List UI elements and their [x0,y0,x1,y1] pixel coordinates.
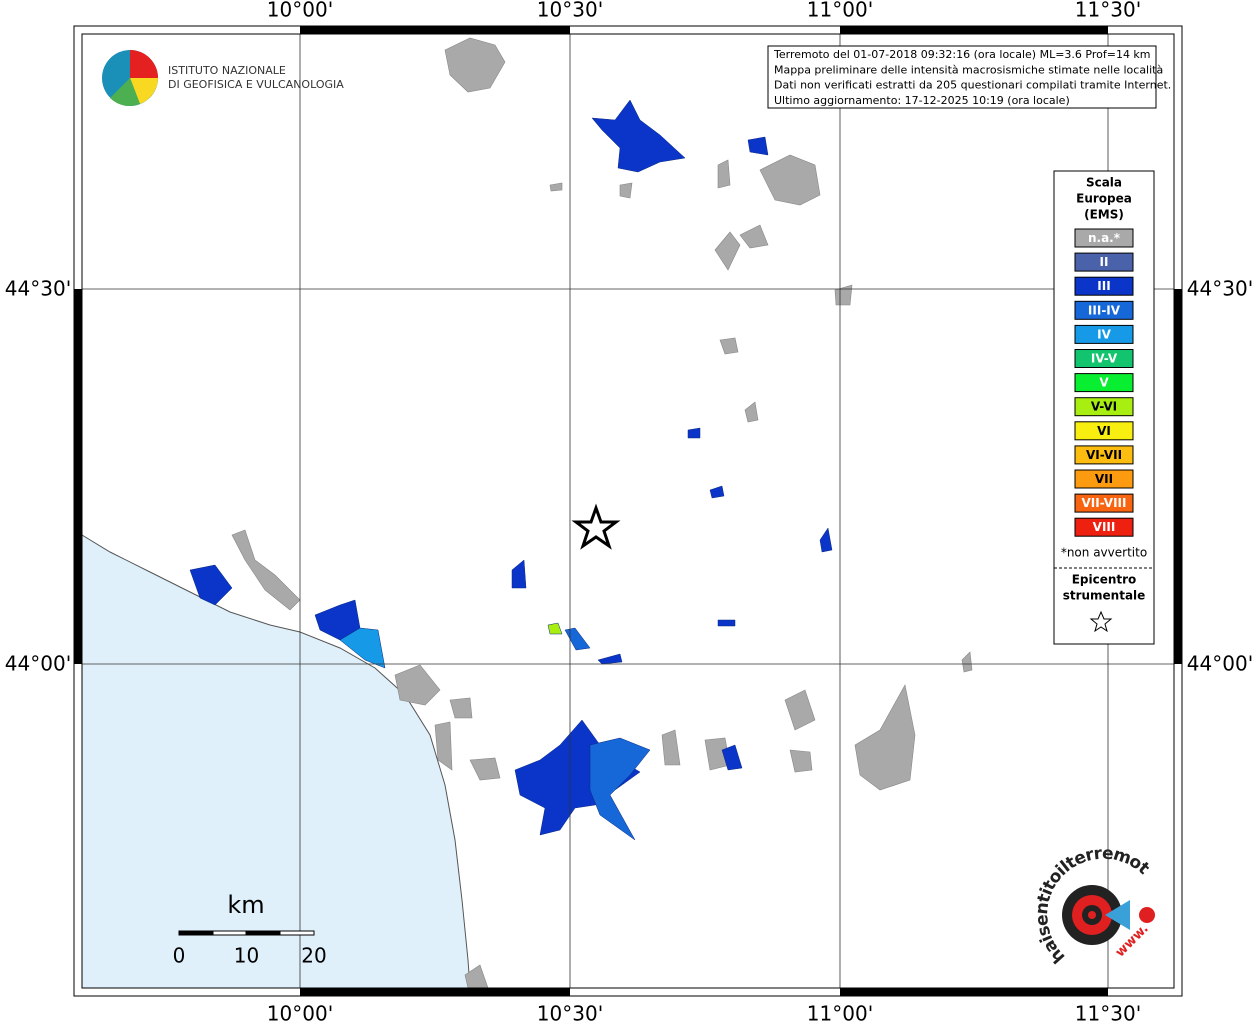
longitude-label: 11°00' [807,1002,873,1024]
latitude-label: 44°30' [5,277,71,301]
legend-swatch [1074,276,1134,296]
legend-label: V-VI [1091,400,1117,414]
epicenter-star [571,503,621,550]
legend-label: VII-VIII [1081,496,1126,510]
unaffected-areas [231,37,973,989]
legend-swatch [1074,252,1134,272]
legend-swatch [1074,228,1134,248]
legend-swatch [1074,493,1134,513]
scale-unit: km [227,891,264,919]
legend-swatch [1074,421,1134,441]
legend-label: III [1097,279,1110,293]
logo-line: DI GEOFISICA E VULCANOLOGIA [168,78,344,91]
info-line: Terremoto del 01-07-2018 09:32:16 (ora l… [773,48,1151,61]
legend-swatch [1074,373,1134,393]
sea [81,534,471,989]
legend-title: Europea [1076,192,1132,206]
scale-tick-label: 0 [173,944,186,968]
legend-label: n.a.* [1088,231,1121,245]
legend-title: Scala [1086,176,1122,190]
legend-swatch [1074,445,1134,465]
legend-label: VI-VII [1086,448,1122,462]
legend-note: *non avvertito [1061,546,1147,560]
legend-swatch [1074,324,1134,344]
legend-label: II [1100,255,1109,269]
info-line: Dati non verificati estratti da 205 ques… [774,79,1171,92]
longitude-label: 11°30' [1075,0,1141,22]
info-line: Mappa preliminare delle intensità macros… [774,63,1163,76]
legend-epicenter: strumentale [1063,589,1146,603]
legend-swatch [1074,469,1134,489]
scale-tick-label: 10 [234,944,259,968]
longitude-label: 10°30' [537,1002,603,1024]
legend-label: VI [1097,424,1111,438]
scale-tick-label: 20 [301,944,326,968]
ingv-logo [102,50,158,107]
legend-swatch [1074,300,1134,320]
legend-label: VIII [1093,520,1116,534]
longitude-label: 11°00' [807,0,873,22]
latitude-label: 44°30' [1187,277,1253,301]
legend-swatch [1074,517,1134,537]
legend-label: IV-V [1091,352,1118,366]
legend-label: V [1099,376,1109,390]
longitude-label: 11°30' [1075,1002,1141,1024]
felt-areas [189,99,833,841]
legend-label: III-IV [1088,303,1121,317]
legend-star [1089,610,1113,633]
latitude-label: 44°00' [5,652,71,676]
latitude-label: 44°00' [1187,652,1253,676]
longitude-label: 10°00' [267,1002,333,1024]
longitude-label: 10°30' [537,0,603,22]
legend-epicenter: Epicentro [1072,573,1137,587]
info-box [767,45,1157,109]
longitude-label: 10°00' [267,0,333,22]
legend-swatch [1074,349,1134,368]
frame [73,25,1183,997]
legend-title: (EMS) [1084,208,1124,222]
logo-line: ISTITUTO NAZIONALE [168,64,286,77]
legend-label: IV [1097,327,1111,341]
info-line: Ultimo aggiornamento: 17-12-2025 10:19 (… [774,94,1070,107]
legend-swatch [1074,397,1134,417]
legend-label: VII [1095,472,1113,486]
scale-bar [178,930,315,936]
